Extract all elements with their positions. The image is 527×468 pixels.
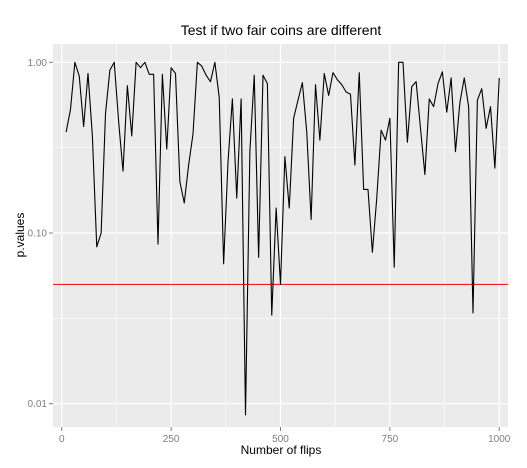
y-tick-label: 0.10	[28, 228, 48, 239]
x-tick-label: 250	[163, 434, 180, 445]
x-tick-label: 0	[59, 434, 65, 445]
major-gridlines	[53, 44, 508, 427]
y-axis-title: p.values	[13, 213, 27, 258]
chart-title: Test if two fair coins are different	[181, 22, 382, 38]
series-layer	[65, 61, 500, 416]
x-axis-title: Number of flips	[241, 443, 322, 457]
x-axis-ticks: 0 250 500 750 1000	[59, 427, 511, 445]
x-tick-label: 750	[382, 434, 399, 445]
x-tick-label: 500	[272, 434, 289, 445]
x-tick-label: 1000	[488, 434, 511, 445]
y-tick-label: 0.01	[28, 399, 48, 410]
y-axis-ticks: 0.01 0.10 1.00	[28, 58, 53, 410]
p-value-series-line	[65, 61, 500, 416]
y-tick-label: 1.00	[28, 58, 48, 69]
